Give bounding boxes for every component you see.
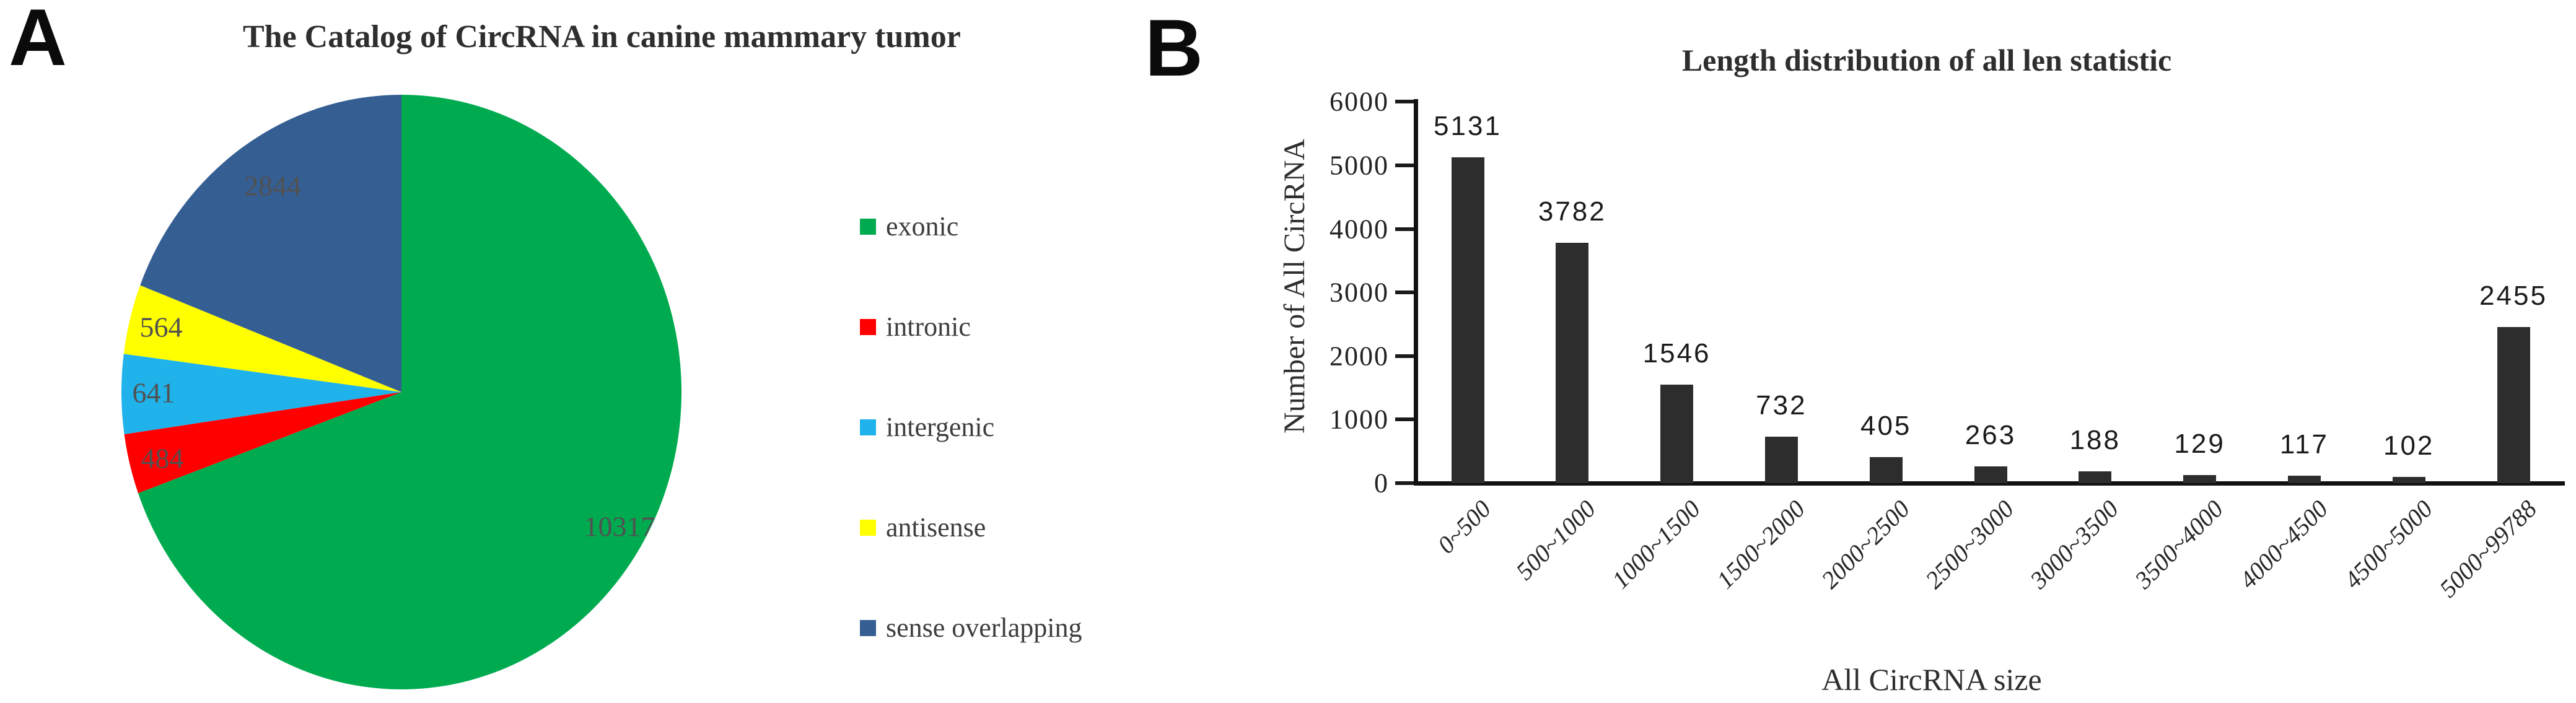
bar [2183,474,2217,483]
x-tick-label: 2000~2500 [1815,494,1915,594]
legend-label: antisense [886,512,986,543]
y-tick-label: 0 [1374,468,1389,499]
y-axis-title: Number of All CircRNA [1278,139,1311,434]
y-tick-mark [1395,354,1414,358]
bar [2392,476,2425,483]
bar [1869,457,1903,483]
legend-item-intronic: intronic [860,311,971,343]
y-tick-mark [1395,481,1414,485]
x-tick-label: 3000~3500 [2025,494,2124,594]
bar [1556,242,1589,483]
pie-value-label: 484 [141,442,184,474]
legend-label: intergenic [886,412,995,442]
pie-value-label: 2844 [244,170,301,202]
bar [1660,385,1694,483]
bar [2287,475,2321,483]
bar-value-label: 3782 [1538,196,1606,227]
pie-value-labels: 10317 484 641 564 2844 [0,0,805,703]
pie-value-label: 10317 [584,510,655,543]
bar [1764,436,1798,483]
bar-value-label: 117 [2279,429,2329,460]
x-tick-label: 500~1000 [1510,494,1601,585]
legend-swatch-icon [860,218,876,235]
x-tick-label: 2500~3000 [1920,494,2020,594]
y-tick-label: 3000 [1330,277,1389,308]
pie-legend: exonic intronic intergenic antisense sense o… [0,0,1270,703]
x-tick-label: 0~500 [1432,494,1497,559]
bar [1974,466,2007,483]
y-tick-mark [1395,100,1414,104]
legend-item-intergenic: intergenic [860,411,994,443]
x-tick-label: 3500~4000 [2129,494,2229,594]
legend-swatch-icon [860,318,876,335]
bar-value-label: 732 [1756,390,1807,421]
y-tick-label: 4000 [1330,214,1389,245]
bar [1451,157,1484,483]
x-tick-label: 4000~4500 [2233,494,2333,594]
y-tick-label: 1000 [1330,404,1389,435]
bar-value-label: 5131 [1434,110,1502,141]
y-tick-label: 6000 [1330,86,1389,117]
legend-item-sense-overlapping: sense overlapping [860,612,1082,644]
y-tick-mark [1395,164,1414,167]
y-tick-label: 5000 [1330,150,1389,181]
panel-b-letter: B [1145,2,1203,93]
legend-label: sense overlapping [886,613,1082,643]
pie-slice-antisense [123,285,401,392]
legend-label: exonic [886,211,959,242]
x-tick-label: 1000~1500 [1606,494,1706,594]
legend-item-exonic: exonic [860,211,958,242]
pie-value-label: 564 [139,311,183,343]
pie-chart [121,95,682,689]
bar [2497,327,2530,483]
legend-label: intronic [886,312,971,342]
pie-value-label: 641 [132,377,175,409]
y-tick-label: 2000 [1330,341,1389,372]
x-axis-title: All CircRNA size [1821,662,2042,697]
y-tick-mark [1395,227,1414,231]
x-tick-label: 4500~5000 [2338,494,2438,594]
legend-swatch-icon [860,519,876,536]
x-axis-line [1414,481,2565,486]
bar-value-label: 405 [1860,411,1912,442]
pie-slice-intronic [124,392,401,494]
bar-value-label: 1546 [1642,338,1711,369]
legend-swatch-icon [860,619,876,636]
pie-slice-sense-overlapping [140,95,401,392]
legend-item-antisense: antisense [860,512,986,543]
pie-slice-exonic [138,95,682,689]
legend-swatch-icon [860,419,876,435]
y-tick-mark [1395,417,1414,422]
pie-slice-intergenic [121,354,401,435]
pie-chart-title: The Catalog of CircRNA in canine mammary… [243,19,961,55]
bar-value-label: 102 [2383,430,2435,461]
bar-chart-title: Length distribution of all len statistic [1681,43,2172,77]
x-tick-label: 1500~2000 [1711,494,1810,594]
panel-a-letter: A [9,0,67,82]
y-axis-line [1414,99,1418,486]
bar-value-label: 188 [2069,424,2121,455]
bar-value-label: 2455 [2479,281,2548,312]
bar [2079,471,2112,483]
bar-value-label: 263 [1965,420,2017,451]
bar-value-label: 129 [2174,428,2225,459]
x-tick-label: 5000~99788 [2434,494,2543,603]
y-tick-mark [1395,290,1414,295]
